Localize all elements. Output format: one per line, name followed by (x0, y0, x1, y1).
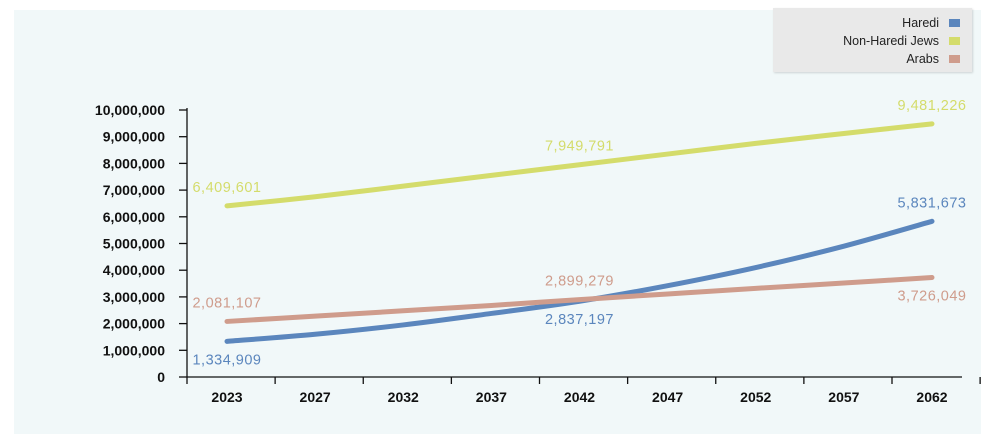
y-tick-label: 1,000,000 (103, 342, 165, 358)
x-tick-label: 2042 (564, 389, 595, 405)
x-tick-label: 2062 (916, 389, 947, 405)
data-label: 2,081,107 (192, 295, 261, 311)
y-tick-label: 6,000,000 (103, 209, 165, 225)
chart-background (14, 10, 981, 434)
y-tick-label: 7,000,000 (103, 182, 165, 198)
data-label: 2,837,197 (545, 312, 614, 328)
x-tick-label: 2047 (652, 389, 683, 405)
y-tick-label: 8,000,000 (103, 155, 165, 171)
x-tick-label: 2027 (300, 389, 331, 405)
chart-legend: Haredi Non-Haredi Jews Arabs (773, 8, 972, 72)
series-line-1 (224, 121, 935, 209)
data-label: 6,409,601 (192, 180, 261, 196)
x-tick-label: 2032 (388, 389, 419, 405)
data-label: 2,899,279 (545, 274, 614, 290)
y-tick-label: 0 (157, 369, 165, 385)
y-tick-label: 2,000,000 (103, 316, 165, 332)
data-label: 7,949,791 (545, 139, 614, 155)
legend-label: Haredi (902, 16, 939, 30)
legend-item-non-haredi-jews: Non-Haredi Jews (843, 33, 960, 49)
legend-item-haredi: Haredi (902, 15, 960, 31)
y-tick-label: 10,000,000 (95, 102, 165, 118)
y-tick-label: 5,000,000 (103, 236, 165, 252)
x-tick-label: 2057 (828, 389, 859, 405)
legend-label: Non-Haredi Jews (843, 34, 939, 48)
series-line-2 (224, 275, 935, 324)
y-tick-label: 3,000,000 (103, 289, 165, 305)
legend-label: Arabs (906, 52, 939, 66)
data-label: 1,334,909 (192, 352, 261, 368)
data-label: 5,831,673 (897, 195, 966, 211)
x-tick-label: 2037 (476, 389, 507, 405)
legend-swatch (949, 55, 960, 63)
legend-item-arabs: Arabs (906, 51, 960, 67)
x-tick-label: 2023 (211, 389, 242, 405)
legend-swatch (949, 19, 960, 27)
y-tick-label: 4,000,000 (103, 262, 165, 278)
data-label: 9,481,226 (897, 98, 966, 114)
x-tick-label: 2052 (740, 389, 771, 405)
legend-swatch (949, 37, 960, 45)
data-label: 3,726,049 (897, 289, 966, 305)
y-tick-label: 9,000,000 (103, 129, 165, 145)
